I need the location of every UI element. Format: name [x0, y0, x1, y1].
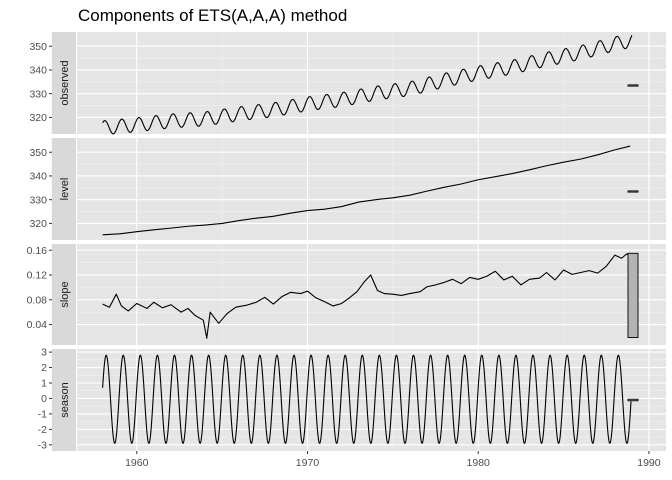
range-bar-observed [627, 84, 639, 87]
strip-label-season: season [59, 382, 71, 417]
y-tick-label-slope: 0.12 [27, 270, 48, 282]
x-tick-label: 1990 [637, 457, 661, 469]
panel-background-season [77, 349, 666, 451]
y-tick-label-level: 320 [29, 218, 47, 230]
y-tick-label-observed: 340 [29, 65, 47, 77]
strip-slope [52, 244, 76, 345]
y-tick-label-slope: 0.16 [27, 245, 48, 257]
range-bar-level [627, 190, 639, 193]
chart-title: Components of ETS(A,A,A) method [78, 6, 347, 25]
strip-label-observed: observed [59, 60, 71, 105]
strip-level [52, 138, 76, 240]
strip-observed [52, 32, 76, 134]
panel-season: season -3 -2 -1 0 1 2 3 [38, 347, 666, 451]
series-line-season [102, 354, 632, 444]
y-tick-label-level: 340 [29, 171, 47, 183]
y-tick-label-slope: 0.04 [27, 319, 48, 331]
y-tick-label-observed: 330 [29, 88, 47, 100]
y-tick-label-season: 2 [41, 362, 47, 374]
y-tick-label-season: -2 [38, 424, 47, 436]
series-line-level [102, 145, 631, 236]
y-tick-label-slope: 0.08 [27, 294, 48, 306]
y-tick-label-season: 1 [41, 378, 47, 390]
range-bar-season [627, 398, 639, 402]
x-tick-label: 1970 [296, 457, 320, 469]
range-bar-slope [627, 252, 639, 339]
strip-label-level: level [59, 178, 71, 201]
panel-slope: slope 0.04 0.08 0.12 0.16 [27, 244, 666, 345]
y-tick-label-season: 0 [41, 393, 47, 405]
facet-panels: observed320330340350level320330340350slo… [27, 32, 666, 451]
y-tick-label-level: 330 [29, 194, 47, 206]
y-tick-label-level: 350 [29, 147, 47, 159]
panel-observed: observed 320 330 340 350 [29, 32, 666, 135]
series-line-observed [102, 35, 633, 135]
y-tick-label-season: 3 [41, 347, 47, 359]
y-tick-label-observed: 350 [29, 41, 47, 53]
panel-background-observed [77, 32, 666, 134]
panel-background-slope [77, 244, 666, 345]
series-line-slope [102, 253, 631, 339]
y-tick-label-season: -3 [38, 439, 47, 451]
panel-background-level [77, 138, 666, 240]
strip-season [52, 349, 76, 451]
strip-label-slope: slope [59, 281, 71, 307]
y-tick-label-observed: 320 [29, 112, 47, 124]
x-tick-label: 1980 [467, 457, 491, 469]
y-tick-label-season: -1 [38, 409, 47, 421]
x-tick-label: 1960 [125, 457, 149, 469]
x-axis: 1960 1970 1980 1990 [125, 451, 661, 469]
panel-level: level 320 330 340 350 [29, 138, 666, 240]
